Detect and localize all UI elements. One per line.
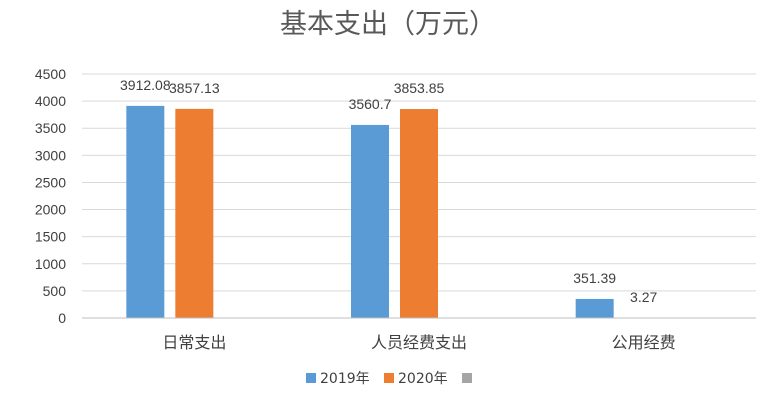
x-tick-label: 人员经费支出 [371,333,467,352]
x-tick-label: 日常支出 [162,333,226,352]
y-tick-label: 4500 [35,66,66,82]
legend-swatch [384,373,394,383]
y-tick-label: 3500 [35,120,66,136]
bar-2-2 [400,109,438,318]
y-tick-label: 2000 [35,202,66,218]
bar-1-2 [351,124,389,318]
y-tick-label: 2500 [35,174,66,190]
legend: 2019年 2020年 [306,371,472,387]
legend-label: 2019年 [320,371,370,387]
data-label: 3857.13 [169,80,220,96]
legend-label: 2020年 [398,371,448,387]
chart-title: 基本支出（万元） [280,9,496,40]
y-tick-label: 500 [43,283,67,299]
data-label: 3912.08 [120,77,171,93]
legend-swatch [306,373,316,383]
y-tick-label: 1000 [35,256,66,272]
y-tick-label: 0 [58,310,66,326]
data-label: 3853.85 [394,80,445,96]
x-axis-ticks: 日常支出 人员经费支出 公用经费 [162,333,675,352]
x-tick-label: 公用经费 [612,333,676,352]
bars [126,105,663,318]
bar-1-1 [126,105,165,318]
bar-1-3 [575,298,614,318]
y-tick-label: 1500 [35,229,66,245]
legend-swatch [462,373,472,383]
data-label: 351.39 [573,270,616,286]
y-tick-label: 3000 [35,147,66,163]
bar-2-1 [175,108,214,318]
data-label: 3560.7 [349,96,392,112]
y-axis-ticks: 0 500 1000 1500 2000 2500 3000 3500 4000 4500 [35,66,66,326]
y-tick-label: 4000 [35,93,66,109]
data-label: 3.27 [630,289,657,305]
